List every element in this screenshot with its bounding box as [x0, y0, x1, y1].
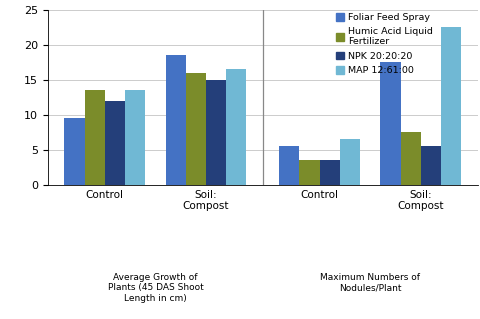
Bar — [320, 160, 340, 185]
Bar — [279, 146, 300, 185]
Bar — [340, 139, 360, 185]
Bar — [400, 132, 421, 185]
Bar — [226, 69, 246, 185]
Text: Average Growth of
Plants (45 DAS Shoot
Length in cm): Average Growth of Plants (45 DAS Shoot L… — [108, 273, 203, 302]
Bar — [300, 160, 320, 185]
Legend: Foliar Feed Spray, Humic Acid Liquid
Fertilizer, NPK 20:20:20, MAP 12:61:00: Foliar Feed Spray, Humic Acid Liquid Fer… — [334, 11, 435, 77]
Bar — [380, 62, 400, 185]
Bar — [166, 55, 186, 185]
Text: Maximum Numbers of
Nodules/Plant: Maximum Numbers of Nodules/Plant — [320, 273, 420, 292]
Bar — [186, 73, 206, 185]
Bar — [441, 27, 461, 185]
Bar — [125, 90, 145, 185]
Bar — [421, 146, 441, 185]
Bar — [206, 80, 226, 185]
Bar — [64, 118, 84, 185]
Bar — [105, 101, 125, 185]
Bar — [84, 90, 105, 185]
